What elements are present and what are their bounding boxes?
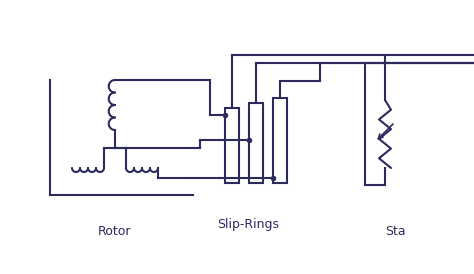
Text: Rotor: Rotor — [98, 225, 132, 238]
Bar — [273, 98, 287, 183]
Text: Slip-Rings: Slip-Rings — [217, 218, 279, 231]
Bar — [249, 103, 263, 183]
Bar — [225, 108, 239, 183]
Text: Sta: Sta — [385, 225, 406, 238]
